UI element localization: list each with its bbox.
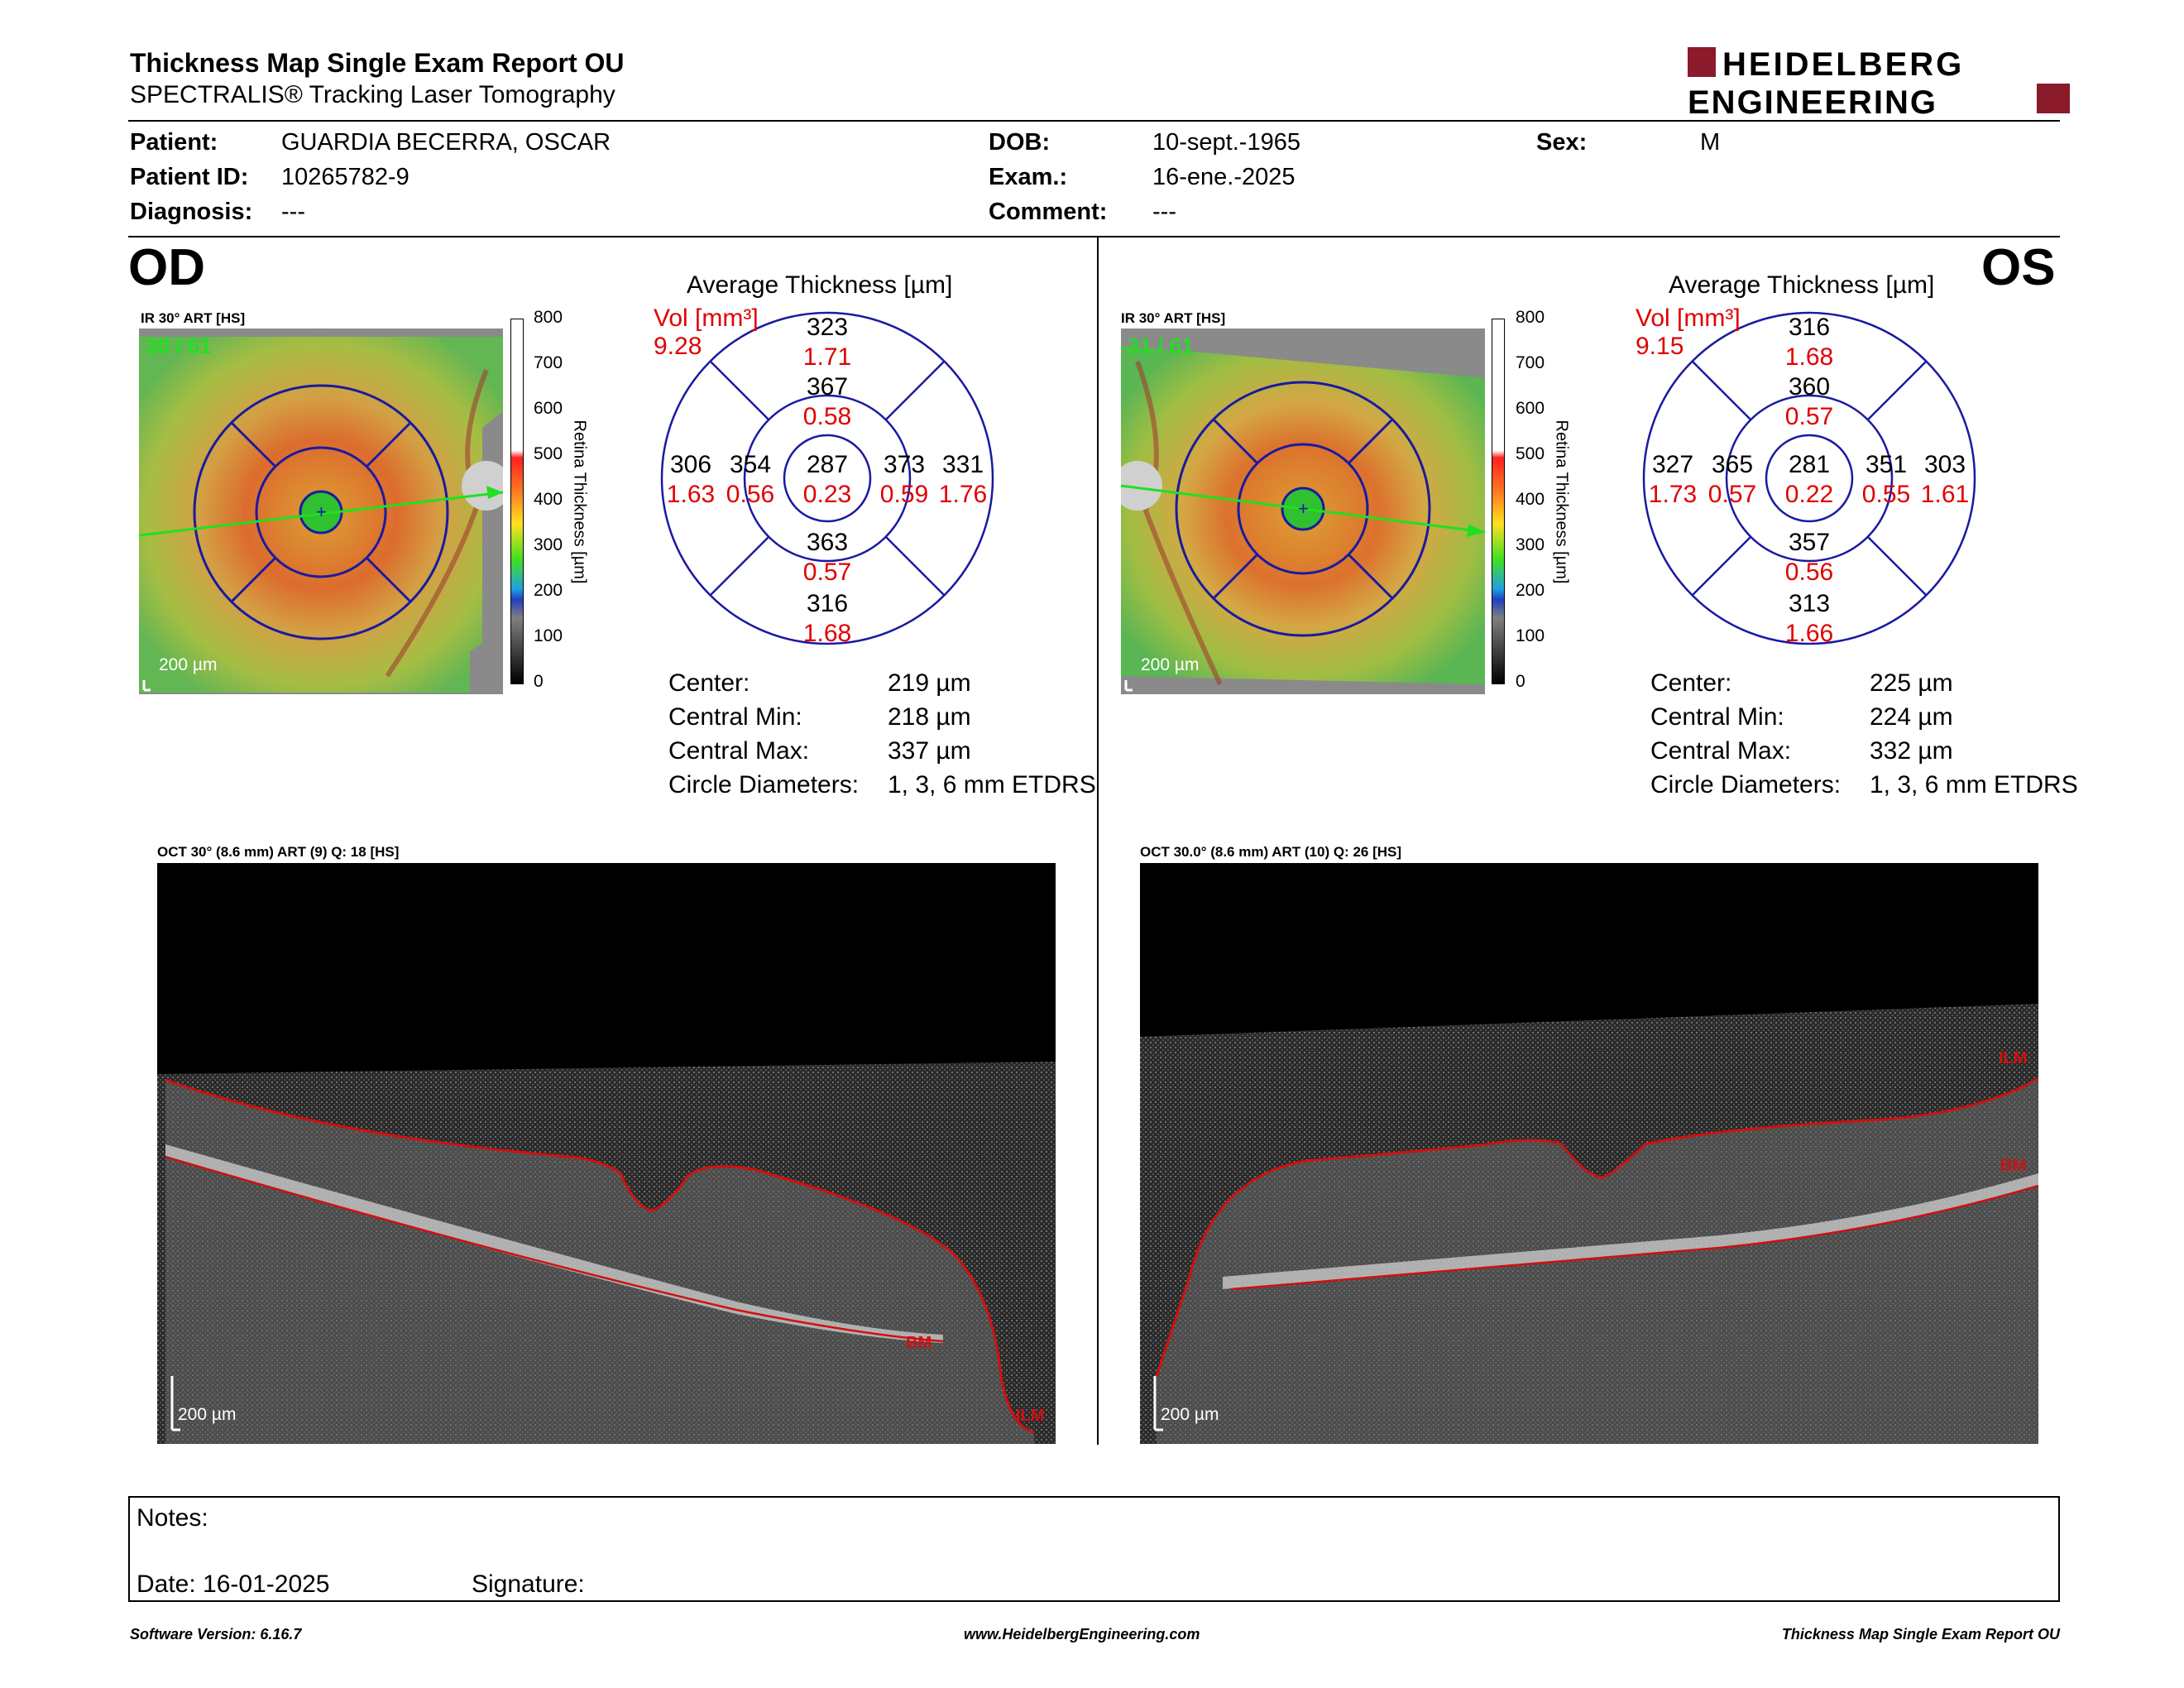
os-oct-scan	[1140, 863, 2038, 1444]
os-bm-label: BM	[2000, 1157, 2027, 1175]
od-map-scale-bar: 200 µm	[159, 655, 218, 674]
os-thickness-map: +	[1121, 328, 1485, 694]
od-sector-center: 287 0.23	[802, 451, 852, 508]
os-oct-label: OCT 30.0° (8.6 mm) ART (10) Q: 26 [HS]	[1140, 844, 1402, 860]
od-min-value: 218 µm	[888, 703, 971, 731]
od-thickness-map: +	[139, 328, 503, 694]
os-ilm-label: ILM	[1999, 1049, 2028, 1067]
od-max-value: 337 µm	[888, 737, 971, 765]
od-frame-counter: 30 / 61	[146, 333, 212, 358]
od-ir-label: IR 30° ART [HS]	[141, 310, 246, 326]
sex-label: Sex:	[1536, 129, 1588, 156]
os-min-value: 224 µm	[1870, 703, 1953, 731]
signature-label: Signature:	[472, 1571, 585, 1598]
os-oct-scale-bar: 200 µm	[1161, 1405, 1219, 1424]
report-subtitle: SPECTRALIS® Tracking Laser Tomography	[130, 81, 615, 108]
od-etdrs-grid	[660, 311, 994, 645]
exam-label: Exam.:	[989, 164, 1068, 190]
od-min-label: Central Min:	[668, 703, 802, 731]
os-min-label: Central Min:	[1650, 703, 1784, 731]
notes-box: Notes: Date: 16-01-2025 Signature:	[128, 1496, 2060, 1602]
comment-label: Comment:	[989, 199, 1108, 225]
os-diam-value: 1, 3, 6 mm ETDRS	[1870, 771, 2078, 798]
od-sector-outer-inf: 316 1.68	[802, 590, 852, 647]
od-center-label: Center:	[668, 669, 750, 697]
patient-label: Patient:	[130, 129, 218, 156]
os-sector-inner-sup: 360 0.57	[1784, 373, 1834, 430]
os-vol-label: Vol [mm³] 9.15	[1636, 305, 1741, 360]
od-sector-outer-right: 331 1.76	[938, 451, 988, 508]
od-oct-label: OCT 30° (8.6 mm) ART (9) Q: 18 [HS]	[157, 844, 400, 860]
os-etdrs-grid	[1642, 311, 1976, 645]
od-scale-ticks: 800 700 600 500 400 300 200 100 0	[534, 308, 563, 691]
od-bm-label: BM	[906, 1334, 932, 1352]
dob-label: DOB:	[989, 129, 1051, 156]
od-oct-scale-bar: 200 µm	[178, 1405, 237, 1424]
od-ilm-label: ILM	[1016, 1407, 1045, 1425]
eye-divider	[1097, 237, 1099, 1445]
od-max-label: Central Max:	[668, 737, 810, 765]
os-color-scale	[1492, 319, 1505, 684]
notes-label: Notes:	[136, 1504, 208, 1532]
date-label: Date: 16-01-2025	[136, 1571, 330, 1598]
os-max-value: 332 µm	[1870, 737, 1953, 765]
od-sector-outer-sup: 323 1.71	[802, 314, 852, 371]
os-center-label: Center:	[1650, 669, 1732, 697]
os-sector-inner-right: 351 0.55	[1861, 451, 1911, 508]
diagnosis-value: ---	[281, 199, 305, 225]
os-max-label: Central Max:	[1650, 737, 1792, 765]
heidelberg-logo: HEIDELBERG ENGINEERING	[1688, 46, 2070, 117]
od-scale-title: Retina Thickness [µm]	[570, 420, 589, 584]
patient-id-label: Patient ID:	[130, 164, 249, 190]
od-color-scale	[510, 319, 524, 684]
comment-value: ---	[1152, 199, 1176, 225]
os-diam-label: Circle Diameters:	[1650, 771, 1842, 798]
os-sector-outer-right: 303 1.61	[1920, 451, 1970, 508]
os-frame-counter: 31 / 61	[1128, 333, 1194, 358]
os-sector-outer-inf: 313 1.66	[1784, 590, 1834, 647]
od-oct-scan	[157, 863, 1056, 1444]
od-vol-label: Vol [mm³] 9.28	[654, 305, 759, 360]
svg-text:+: +	[316, 501, 327, 522]
patient-id: 10265782-9	[281, 164, 410, 190]
os-ir-label: IR 30° ART [HS]	[1121, 310, 1226, 326]
svg-text:HEIDELBERG: HEIDELBERG	[1722, 46, 1964, 83]
os-sector-inner-inf: 357 0.56	[1784, 529, 1834, 586]
od-chart-title: Average Thickness [µm]	[687, 271, 953, 299]
od-eye-label: OD	[128, 239, 205, 296]
diagnosis-label: Diagnosis:	[130, 199, 253, 225]
os-chart-title: Average Thickness [µm]	[1669, 271, 1935, 299]
svg-text:ENGINEERING: ENGINEERING	[1688, 84, 1937, 117]
od-sector-inner-sup: 367 0.58	[802, 373, 852, 430]
od-sector-inner-left: 354 0.56	[726, 451, 775, 508]
os-scale-ticks: 800 700 600 500 400 300 200 100 0	[1516, 308, 1545, 691]
od-sector-inner-inf: 363 0.57	[802, 529, 852, 586]
patient-name: GUARDIA BECERRA, OSCAR	[281, 129, 611, 156]
os-sector-inner-left: 365 0.57	[1707, 451, 1757, 508]
sex-value: M	[1700, 129, 1721, 156]
os-scale-title: Retina Thickness [µm]	[1552, 420, 1571, 584]
os-eye-label: OS	[1981, 239, 2056, 296]
website-link[interactable]: www.HeidelbergEngineering.com	[964, 1626, 1200, 1642]
dob-value: 10-sept.-1965	[1152, 129, 1300, 156]
report-title: Thickness Map Single Exam Report OU	[130, 48, 625, 78]
od-center-value: 219 µm	[888, 669, 971, 697]
od-diam-label: Circle Diameters:	[668, 771, 860, 798]
software-version: Software Version: 6.16.7	[130, 1626, 302, 1642]
footer-report-name: Thickness Map Single Exam Report OU	[1781, 1626, 2060, 1642]
od-sector-outer-left: 306 1.63	[666, 451, 716, 508]
os-sector-outer-sup: 316 1.68	[1784, 314, 1834, 371]
os-sector-center: 281 0.22	[1784, 451, 1834, 508]
od-diam-value: 1, 3, 6 mm ETDRS	[888, 771, 1096, 798]
os-center-value: 225 µm	[1870, 669, 1953, 697]
exam-value: 16-ene.-2025	[1152, 164, 1296, 190]
os-sector-outer-left: 327 1.73	[1648, 451, 1698, 508]
os-map-scale-bar: 200 µm	[1141, 655, 1200, 674]
svg-text:+: +	[1298, 498, 1309, 519]
od-sector-inner-right: 373 0.59	[879, 451, 929, 508]
